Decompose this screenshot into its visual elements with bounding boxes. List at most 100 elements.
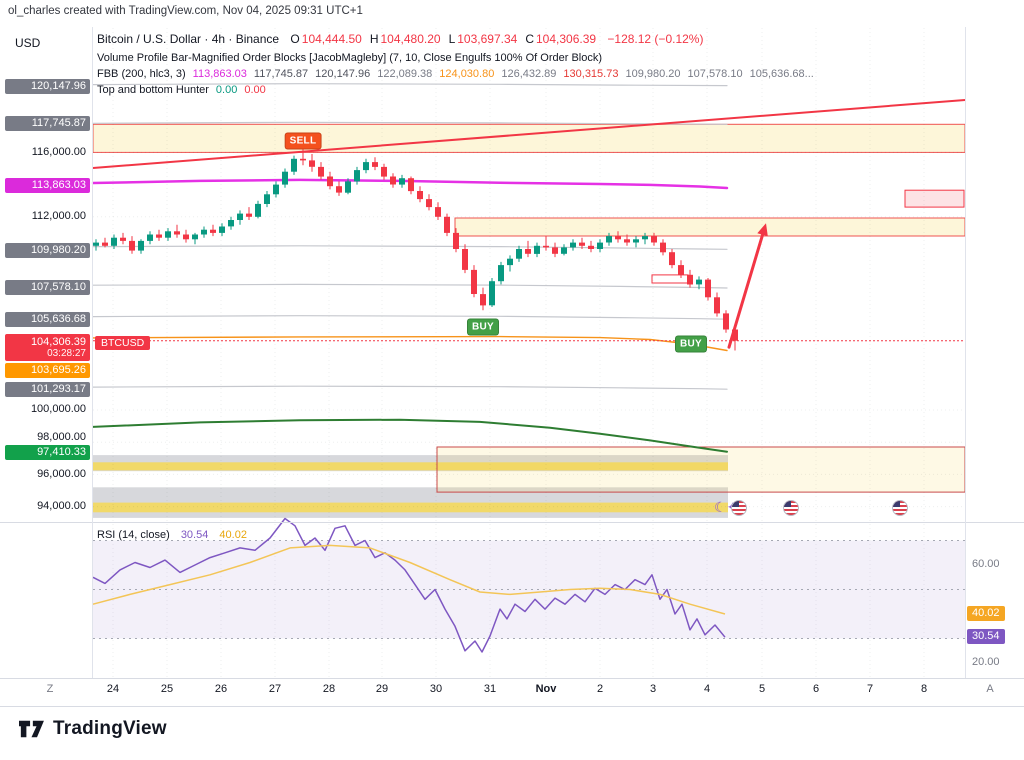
sell-label: SELL (284, 132, 322, 150)
us-flag-icon[interactable] (731, 500, 747, 516)
tradingview-mark-icon (19, 720, 44, 738)
candle-body (678, 265, 684, 275)
indicator-legend-row-2[interactable]: Top and bottom Hunter 0.00 0.00 (97, 82, 814, 98)
indicator-name[interactable]: FBB (200, hlc3, 3) (97, 68, 186, 80)
yellow-band-upper (93, 462, 728, 471)
candle-body (471, 269, 477, 294)
fbb-band-109980 (92, 245, 728, 250)
main-chart-canvas[interactable] (0, 0, 1024, 705)
candle-body (534, 245, 540, 254)
footer-separator (0, 706, 1024, 707)
candle-body (516, 249, 522, 259)
buy-label: BUY (674, 335, 708, 353)
ohlc-letter: O (290, 32, 300, 46)
rsi-axis-label: 20.00 (972, 656, 1000, 668)
price-axis[interactable]: 120,147.96 117,745.87 116,000.00 113,863.03… (0, 0, 92, 678)
time-label-8: 8 (920, 683, 928, 695)
time-axis[interactable]: Z 24 25 26 27 28 29 30 31 Nov 2 3 4 5 6 7 8 A (0, 683, 1024, 699)
symbol-title[interactable]: Bitcoin / U.S. Dollar · 4h · Binance (97, 32, 280, 46)
candle-body (336, 186, 342, 193)
ohlc-letter: C (525, 32, 534, 46)
candle-body (246, 213, 252, 217)
time-label-29: 29 (375, 683, 389, 695)
rsi-axis-label: 40.02 (967, 606, 1005, 621)
rsi-label[interactable]: RSI (14, close) (97, 529, 170, 541)
rsi-band (93, 540, 965, 639)
price-label: 100,000.00 (30, 403, 86, 415)
ohlc-letter: H (369, 32, 379, 46)
symbol-legend-row[interactable]: Bitcoin / U.S. Dollar · 4h · Binance O 10… (97, 31, 814, 48)
ohlc-price: 104,306.39 (535, 32, 597, 46)
candle-body (417, 191, 423, 200)
watermark: ol_charles created with TradingView.com,… (8, 5, 363, 17)
candle-body (309, 160, 315, 167)
candle-body (210, 229, 216, 233)
us-flag-icon[interactable] (892, 500, 908, 516)
demand-box-bottom (436, 446, 966, 493)
candle-body (138, 240, 144, 251)
price-label: 112,000.00 (31, 210, 86, 222)
candle-body (381, 166, 387, 177)
time-label-Nov: Nov (535, 683, 557, 695)
candle-body (408, 178, 414, 192)
time-label-26: 26 (214, 683, 228, 695)
price-label: 103,695.26 (5, 363, 90, 378)
time-label-3: 3 (649, 683, 657, 695)
candle-body (228, 220, 234, 227)
ohlc-price: 103,697.34 (457, 32, 518, 46)
candle-body (444, 216, 450, 233)
candle-body (579, 242, 585, 246)
time-label-4: 4 (703, 683, 711, 695)
indicator-value: 105,636.68... (749, 68, 814, 80)
indicator-name[interactable]: Volume Profile Bar-Magnified Order Block… (97, 52, 603, 64)
rsi-ma-line (92, 544, 726, 615)
order-block-small (651, 274, 689, 284)
time-label-24: 24 (106, 683, 120, 695)
price-label: 105,636.68 (5, 312, 90, 327)
candle-body (174, 231, 180, 235)
pane-separator[interactable] (0, 522, 1024, 523)
yellow-band-lower (93, 502, 728, 513)
us-flag-icon[interactable] (783, 500, 799, 516)
change-value: −128.12 (−0.12%) (607, 32, 704, 46)
candle-body (642, 236, 648, 240)
candle-body (318, 166, 324, 177)
candle-body (237, 213, 243, 220)
candle-body (480, 294, 486, 306)
rsi-axis[interactable]: 60.00 40.02 30.54 20.00 (967, 0, 1023, 678)
candle-body (390, 176, 396, 185)
indicator-legend-row-0[interactable]: Volume Profile Bar-Magnified Order Block… (97, 50, 814, 66)
symbol-price-tag: BTCUSD (95, 336, 151, 350)
candle-body (363, 162, 369, 171)
currency-toggle[interactable]: USD (15, 36, 41, 50)
price-label: 109,980.20 (5, 243, 90, 258)
price-label: 117,745.87 (5, 116, 90, 131)
candle-body (507, 258, 513, 266)
candle-body (354, 170, 360, 182)
price-label: 120,147.96 (5, 79, 90, 94)
price-label: 97,410.33 (5, 445, 90, 460)
candle-body (543, 245, 549, 248)
candle-body (372, 162, 378, 167)
ohlc-price: 104,444.50 (301, 32, 362, 46)
tradingview-logo[interactable]: TradingView (16, 717, 167, 741)
price-label: 113,863.03 (5, 178, 90, 193)
indicator-name[interactable]: Top and bottom Hunter (97, 84, 209, 96)
indicator-legend-row-1[interactable]: FBB (200, hlc3, 3) 113,863.03 117,745.87 12… (97, 66, 814, 82)
candle-body (183, 234, 189, 240)
candle-body (696, 279, 702, 285)
left-axis-border (92, 27, 93, 678)
rsi-legend[interactable]: RSI (14, close) 30.54 40.02 (97, 529, 247, 541)
price-label: 96,000.00 (37, 468, 86, 480)
ohlc-price: 104,480.20 (380, 32, 441, 46)
candle-body (192, 234, 198, 240)
indicator-value: 124,030.80 (439, 68, 495, 80)
rsi-line (92, 517, 726, 653)
candle-body (264, 194, 270, 204)
candle-body (669, 252, 675, 266)
time-label-6: 6 (812, 683, 820, 695)
candle-body (723, 313, 729, 330)
candle-body (597, 242, 603, 249)
rsi-ma-value: 40.02 (219, 529, 247, 541)
fbb-band-107578 (92, 283, 728, 289)
